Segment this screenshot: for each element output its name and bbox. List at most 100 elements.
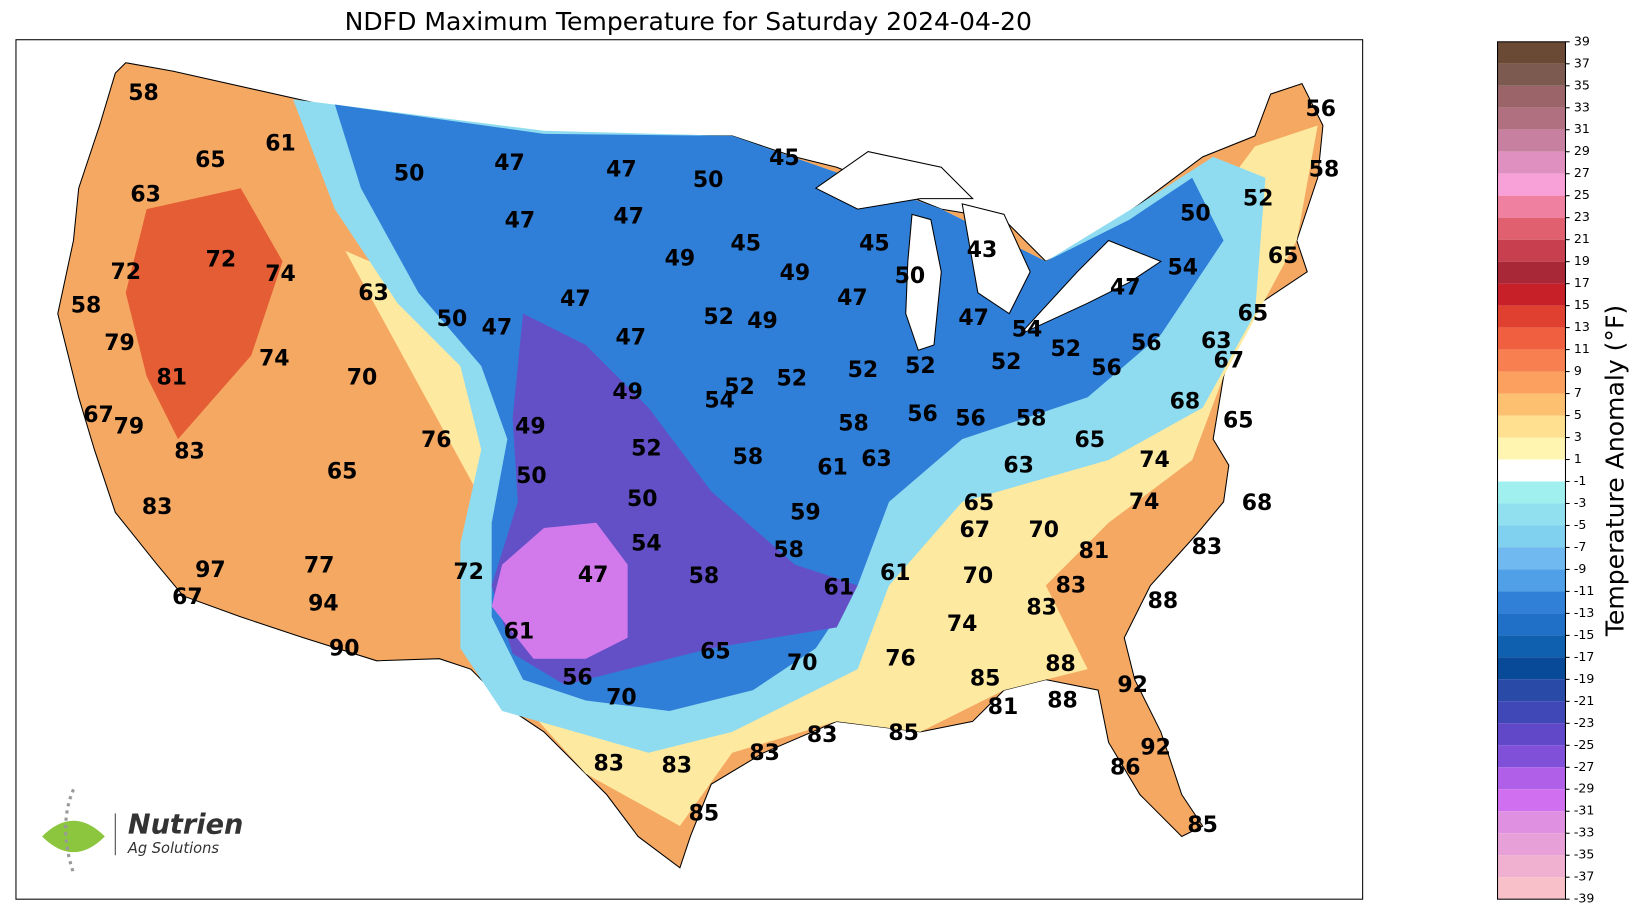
colorbar-band	[1497, 41, 1566, 64]
temperature-label: 54	[704, 388, 735, 413]
temperature-label: 52	[703, 305, 734, 330]
temperature-label: 83	[594, 751, 625, 776]
temperature-label: 83	[174, 440, 205, 465]
temperature-label: 47	[482, 315, 513, 340]
temperature-label: 76	[885, 647, 916, 672]
temperature-label: 50	[1180, 201, 1211, 226]
temperature-label: 54	[631, 532, 662, 557]
temperature-label: 85	[689, 801, 720, 826]
temperature-label: 85	[970, 667, 1001, 692]
temperature-label: 63	[1201, 329, 1232, 354]
temperature-label: 74	[947, 612, 978, 637]
colorbar: 39373533312927252321191715131197531-1-3-…	[1496, 33, 1594, 906]
temperature-label: 52	[1243, 187, 1274, 212]
temperature-label: 74	[259, 347, 290, 372]
colorbar-tick-label: 1	[1574, 451, 1582, 466]
temperature-label: 47	[613, 204, 644, 229]
temperature-label: 94	[308, 591, 339, 616]
colorbar-tick-label: 31	[1574, 121, 1590, 136]
lake-superior	[814, 151, 974, 210]
temperature-label: 61	[504, 620, 535, 645]
colorbar-band	[1497, 613, 1566, 636]
temperature-label: 65	[964, 491, 995, 516]
temperature-label: 47	[837, 286, 868, 311]
colorbar-band	[1497, 129, 1566, 152]
temperature-label: 58	[838, 411, 869, 436]
temperature-label: 65	[1268, 244, 1299, 269]
logo-name: Nutrien	[128, 809, 244, 840]
colorbar-band	[1497, 459, 1566, 482]
temperature-label: 47	[958, 306, 989, 331]
colorbar-band	[1497, 195, 1566, 218]
colorbar-band	[1497, 811, 1566, 834]
temperature-label: 63	[130, 183, 161, 208]
temperature-label: 72	[110, 260, 141, 285]
temperature-label: 63	[1003, 453, 1034, 478]
colorbar-band	[1497, 591, 1566, 614]
coldest-region	[491, 522, 628, 659]
temperature-label: 83	[749, 741, 780, 766]
colorbar-band	[1497, 503, 1566, 526]
colorbar-band	[1497, 547, 1566, 570]
colorbar-band	[1497, 239, 1566, 262]
colorbar-tick-label: -23	[1574, 715, 1594, 730]
colorbar-tick-label: -13	[1574, 605, 1594, 620]
colorbar-tick-label: 33	[1574, 99, 1590, 114]
temperature-label: 61	[880, 561, 911, 586]
temperature-label: 81	[1079, 539, 1110, 564]
colorbar-band	[1497, 371, 1566, 394]
temperature-label: 86	[1110, 755, 1141, 780]
colorbar-band	[1497, 789, 1566, 812]
colorbar-band	[1497, 437, 1566, 460]
temperature-label: 83	[661, 753, 692, 778]
colorbar-band	[1497, 877, 1566, 900]
colorbar-band	[1497, 481, 1566, 504]
temperature-label: 65	[1238, 302, 1269, 327]
temperature-label: 47	[578, 563, 609, 588]
temperature-label: 76	[421, 428, 452, 453]
temperature-label: 83	[1192, 535, 1223, 560]
colorbar-band	[1497, 217, 1566, 240]
temperature-label: 81	[988, 695, 1019, 720]
temperature-label: 47	[560, 287, 591, 312]
colorbar-tick-label: 15	[1574, 297, 1590, 312]
temperature-label: 49	[515, 415, 546, 440]
lake-erie-ontario	[1019, 239, 1162, 336]
temperature-label: 88	[1045, 652, 1076, 677]
colorbar-tick-label: -35	[1574, 847, 1594, 862]
colorbar-tick-label: 5	[1574, 407, 1582, 422]
colorbar-band	[1497, 283, 1566, 306]
temperature-label: 72	[206, 247, 237, 272]
temperature-label: 90	[329, 636, 360, 661]
temperature-label: 70	[606, 685, 637, 710]
temperature-label: 49	[612, 380, 643, 405]
temperature-label: 56	[1131, 331, 1162, 356]
colorbar-band	[1497, 701, 1566, 724]
temperature-label: 61	[824, 576, 855, 601]
temperature-label: 45	[859, 232, 890, 257]
colorbar-tick-label: -7	[1574, 539, 1587, 554]
colorbar-tick-label: 39	[1574, 33, 1590, 48]
colorbar-tick-label: -5	[1574, 517, 1587, 532]
temperature-label: 72	[453, 560, 484, 585]
temperature-label: 63	[861, 447, 892, 472]
colorbar-tick-label: -21	[1574, 693, 1594, 708]
colorbar-tick-label: 27	[1574, 165, 1590, 180]
colorbar-band	[1497, 327, 1566, 350]
temperature-label: 50	[627, 487, 658, 512]
temperature-label: 77	[304, 554, 335, 579]
temperature-label: 47	[615, 326, 646, 351]
colorbar-tick-label: 7	[1574, 385, 1582, 400]
lake-huron	[961, 203, 1031, 315]
colorbar-tick-label: 23	[1574, 209, 1590, 224]
colorbar-band	[1497, 63, 1566, 86]
temperature-label: 83	[807, 723, 838, 748]
temperature-label: 50	[516, 464, 547, 489]
colorbar-tick-label: -39	[1574, 891, 1594, 906]
colorbar-tick-label: -9	[1574, 561, 1587, 576]
colorbar-tick-label: -31	[1574, 803, 1594, 818]
temperature-label: 52	[905, 354, 936, 379]
hot-region	[125, 188, 283, 440]
